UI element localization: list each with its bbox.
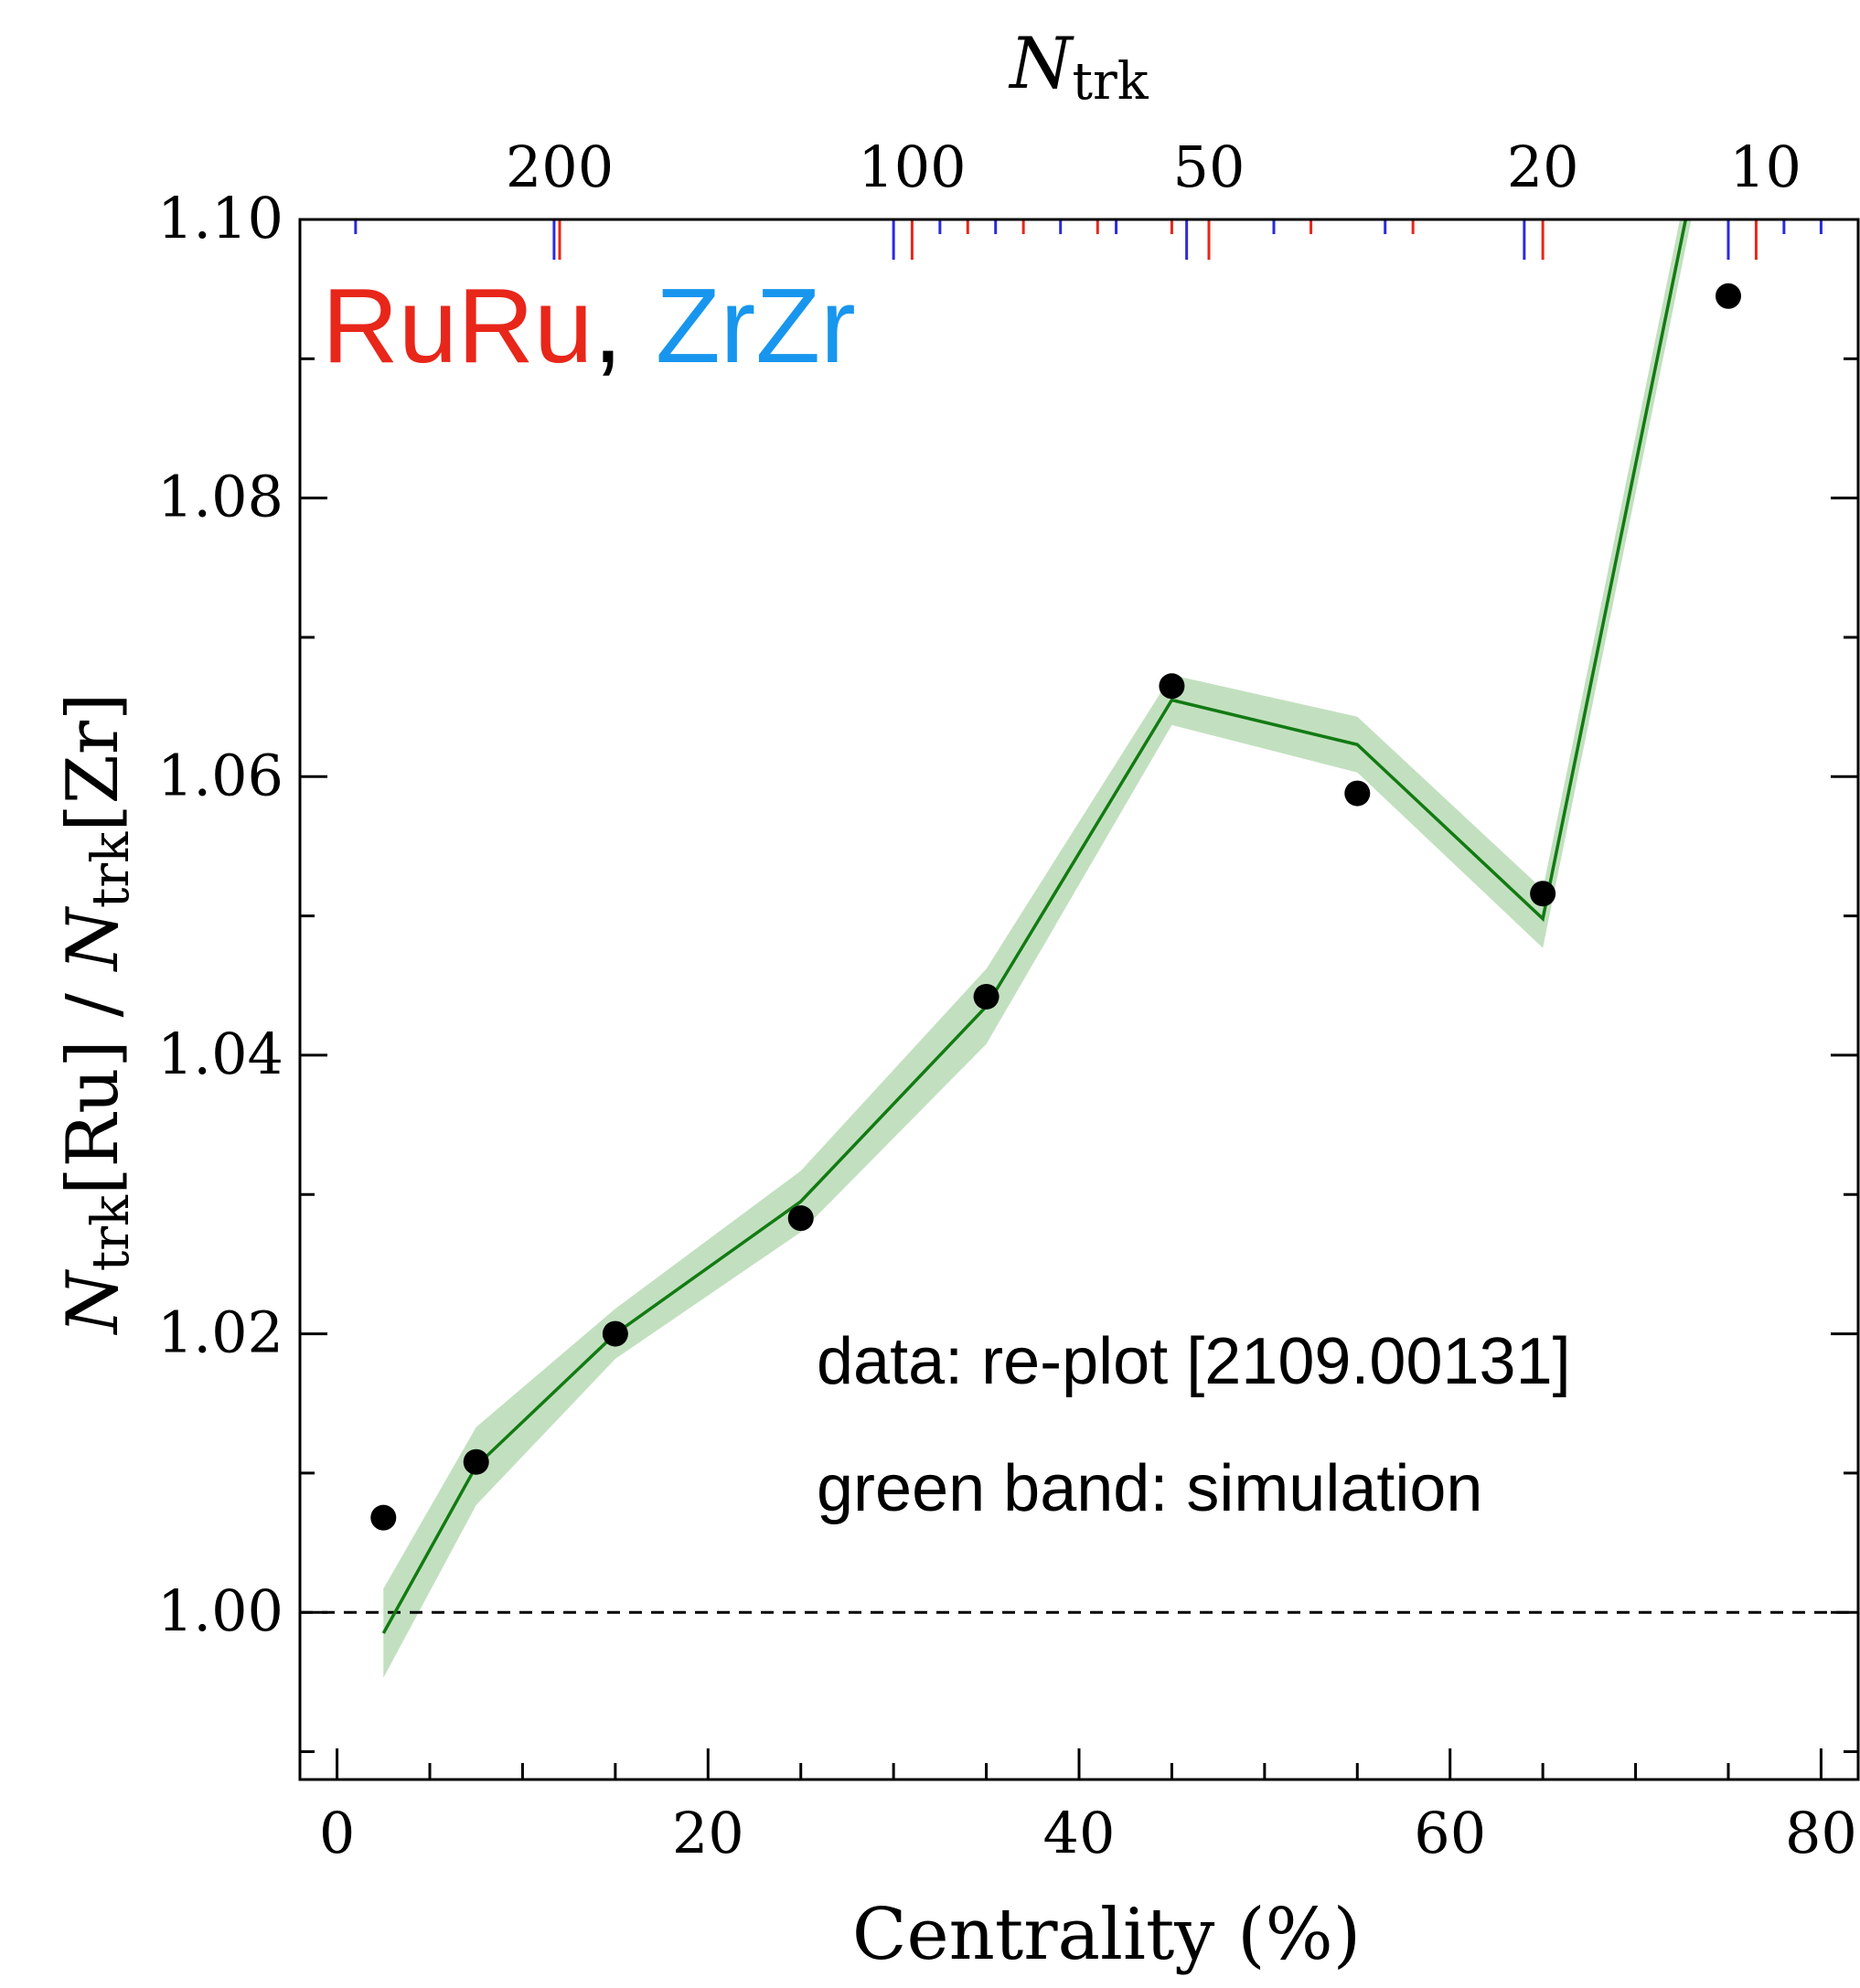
top-tick-label: 20 (1507, 134, 1579, 200)
y-axis-title-n2: N (52, 905, 134, 972)
y-tick-label: 1.02 (157, 1299, 283, 1366)
annotation-simulation: green band: simulation (817, 1452, 1482, 1525)
data-point (1159, 673, 1185, 700)
simulation-band-area (383, 219, 1692, 1678)
x-tick-label: 40 (1043, 1800, 1116, 1866)
x-tick-label: 80 (1785, 1800, 1857, 1866)
y-tick-label: 1.06 (157, 742, 283, 808)
plot-frame (298, 218, 1860, 1781)
annotation-data-source: data: re-plot [2109.00131] (817, 1325, 1571, 1398)
top-tick-label: 50 (1173, 134, 1245, 200)
y-axis-title-mid: [Ru] / (52, 970, 134, 1195)
data-point (463, 1448, 489, 1475)
top-axis-title-n: N (1008, 23, 1074, 105)
legend-zrzr: ZrZr (656, 266, 856, 385)
data-points (370, 283, 1741, 1531)
axis-ticks (300, 218, 1858, 1780)
x-tick-label: 20 (672, 1800, 744, 1866)
data-point (1716, 283, 1741, 309)
y-axis-title-sub2: trk (81, 831, 141, 908)
legend-ruru: RuRu (322, 266, 593, 385)
y-axis-title: Ntrk[Ru] / Ntrk[Zr] (52, 693, 141, 1336)
legend-separator: , (593, 266, 623, 385)
x-tick-label: 0 (319, 1800, 355, 1866)
x-tick-labels: 0 20 40 60 80 (319, 1800, 1857, 1866)
data-point (787, 1205, 814, 1232)
y-axis-title-sub1: trk (81, 1194, 141, 1271)
x-axis-title: Centrality (%) (852, 1894, 1361, 1976)
simulation-band (383, 219, 1692, 1678)
top-tick-label: 100 (858, 134, 966, 200)
y-tick-label: 1.08 (157, 464, 283, 530)
y-tick-label: 1.04 (157, 1021, 283, 1087)
data-point (1530, 881, 1556, 907)
data-point (602, 1320, 628, 1347)
top-tick-label: 10 (1729, 134, 1801, 200)
top-axis-title-sub: trk (1073, 52, 1149, 112)
y-tick-label: 1.10 (157, 185, 283, 251)
nucleus-tick-markers (354, 219, 1860, 260)
y-axis-title-n1: N (52, 1268, 134, 1335)
x-tick-label: 60 (1414, 1800, 1486, 1866)
top-axis-title: Ntrk (1008, 23, 1149, 112)
y-axis-title-end: [Zr] (52, 693, 134, 832)
data-point (1344, 780, 1371, 807)
top-tick-label: 200 (506, 134, 614, 200)
data-point (973, 983, 999, 1010)
y-tick-labels: 1.00 1.02 1.04 1.06 1.08 1.10 (157, 185, 283, 1644)
legend: RuRu, ZrZr (322, 266, 856, 385)
data-point (370, 1504, 397, 1531)
top-tick-labels: 200 100 50 20 10 (506, 134, 1801, 200)
y-tick-label: 1.00 (157, 1577, 283, 1644)
